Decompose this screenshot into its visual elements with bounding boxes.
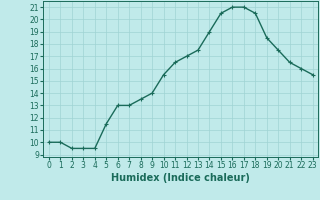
X-axis label: Humidex (Indice chaleur): Humidex (Indice chaleur) xyxy=(111,173,250,183)
